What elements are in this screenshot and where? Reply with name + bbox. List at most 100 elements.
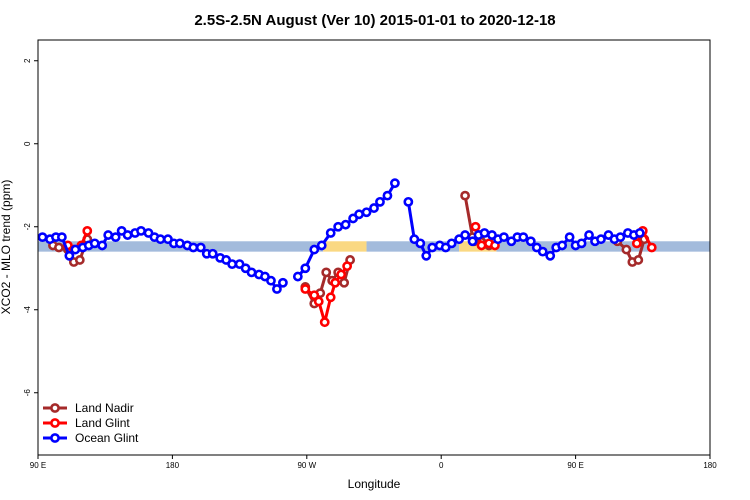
data-point-land-glint [300,284,311,294]
legend-item-land-nadir: Land Nadir [43,401,134,415]
legend-swatch-marker [50,433,60,443]
data-point-ocean-glint [369,203,379,213]
data-point-land-glint [646,242,657,253]
data-point-ocean-glint [56,232,67,243]
data-point-ocean-glint [596,234,606,245]
data-point-ocean-glint [207,248,218,259]
band-segment-2 [366,241,460,252]
data-point-ocean-glint [615,232,626,243]
data-point-land-nadir [54,242,64,253]
data-point-ocean-glint [122,230,133,240]
data-point-ocean-glint [537,246,548,257]
y-tick-label: -4 [23,306,32,314]
x-tick-label: 90 W [297,461,316,470]
data-point-ocean-glint [390,178,400,189]
data-point-ocean-glint [292,271,303,282]
data-point-ocean-glint [64,250,75,261]
legend-label: Ocean Glint [75,431,139,445]
legend-label: Land Glint [75,416,130,430]
data-point-ocean-glint [421,250,432,261]
data-point-land-nadir [621,244,632,255]
x-tick-label: 90 E [30,461,46,470]
legend-item-ocean-glint: Ocean Glint [43,431,139,445]
y-tick-label: -2 [23,223,32,231]
data-point-ocean-glint [634,228,645,238]
data-point-land-nadir [74,255,85,265]
data-point-ocean-glint [427,242,438,253]
data-point-land-glint [476,240,487,251]
data-point-ocean-glint [103,230,114,240]
data-point-land-glint [319,317,330,328]
data-point-land-glint [309,290,320,301]
data-point-ocean-glint [272,284,282,294]
data-point-ocean-glint [174,238,185,249]
data-point-ocean-glint [37,232,48,243]
data-point-land-glint [325,292,336,303]
data-point-ocean-glint [576,238,587,249]
x-tick-label: 90 E [567,461,583,470]
data-point-ocean-glint [584,230,594,240]
data-point-ocean-glint [110,232,121,243]
data-point-ocean-glint [340,219,351,230]
data-point-ocean-glint [136,225,146,236]
legend-swatch-marker [50,403,60,413]
data-point-ocean-glint [333,221,344,232]
data-point-ocean-glint [467,236,478,247]
data-point-ocean-glint [382,190,393,201]
data-point-land-nadir [633,255,644,265]
data-point-ocean-glint [479,228,490,238]
data-point-ocean-glint [564,232,575,243]
x-tick-label: 180 [703,461,717,470]
y-tick-label: -6 [23,389,32,397]
y-axis-label: XCO2 - MLO trend (ppm) [0,180,13,315]
data-point-land-glint [330,277,341,288]
x-axis: 90 E 180 90 W 0 90 E 180 [30,455,717,470]
y-tick-label: 0 [23,141,32,146]
data-point-ocean-glint [446,238,457,249]
legend-item-land-glint: Land Glint [43,416,130,430]
data-point-ocean-glint [227,259,238,269]
data-point-ocean-glint [188,242,199,253]
series-line-land-nadir-2 [463,195,475,238]
band-segment-4 [496,241,710,252]
data-point-ocean-glint [316,240,327,251]
data-point-ocean-glint [525,236,536,247]
data-point-ocean-glint [354,209,364,220]
data-point-ocean-glint [309,244,320,255]
data-point-land-glint [342,261,353,272]
y-axis: 2 0 -2 -4 -6 [23,58,38,396]
data-point-land-glint [631,238,642,249]
data-point-ocean-glint [89,238,100,249]
x-tick-label: 0 [439,461,444,470]
x-axis-label: Longitude [348,477,401,491]
data-point-ocean-glint [375,196,385,207]
data-point-ocean-glint [403,196,414,207]
data-point-land-nadir [321,267,332,278]
data-point-land-glint [313,296,324,307]
data-point-ocean-glint [246,267,257,278]
data-point-land-nadir [460,190,470,201]
chart-title: 2.5S-2.5N August (Ver 10) 2015-01-01 to … [194,12,555,29]
data-point-land-glint [336,269,347,280]
series-ocean-glint [37,178,645,294]
data-point-ocean-glint [195,242,206,253]
y-tick-label: 2 [23,58,32,63]
data-point-ocean-glint [361,207,372,218]
data-point-ocean-glint [266,275,276,286]
data-point-ocean-glint [97,240,108,251]
data-point-land-nadir [339,277,350,288]
data-point-ocean-glint [518,232,529,243]
legend-label: Land Nadir [75,401,134,415]
data-point-ocean-glint [155,234,166,245]
plot-frame [37,39,711,456]
data-point-ocean-glint [499,232,509,243]
legend-swatch-marker [50,418,60,428]
data-point-ocean-glint [415,238,426,249]
reference-band [38,241,710,252]
data-point-land-glint [470,221,481,232]
data-point-ocean-glint [325,228,336,238]
x-tick-label: 180 [166,461,180,470]
data-point-ocean-glint [278,277,288,288]
